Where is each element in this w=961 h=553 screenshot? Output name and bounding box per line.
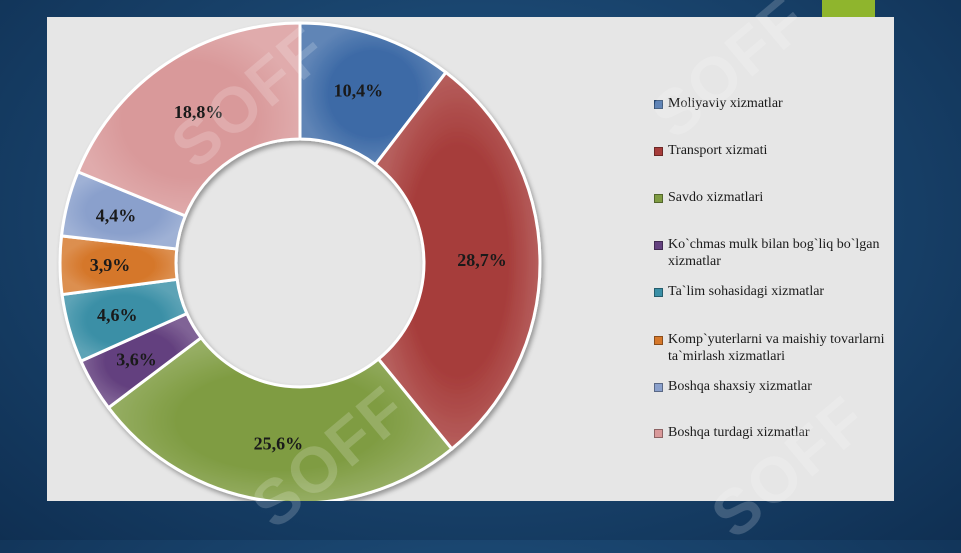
donut-chart: 10,4% 28,7% 25,6% 3,6% 4,6% 3,9% 4,4% 18,8%: [58, 21, 542, 501]
slice-highlight: [62, 279, 187, 362]
legend-label: Komp`yuterlarni va maishiy tovarlarni ta…: [668, 332, 885, 364]
legend-item: Savdo xizmatlari: [654, 189, 928, 206]
legend-label: Savdo xizmatlari: [668, 190, 764, 205]
legend-item: Ko`chmas mulk bilan bog`liq bo`lgan xizm…: [654, 236, 928, 270]
legend-item: Boshqa shaxsiy xizmatlar: [654, 378, 928, 395]
slice-label: 4,6%: [97, 305, 138, 325]
slice-highlight: [375, 72, 540, 449]
legend-swatch: [654, 147, 663, 156]
slice-label: 3,9%: [90, 255, 131, 275]
slice-label: 10,4%: [334, 81, 384, 101]
legend-swatch: [654, 383, 663, 392]
legend-swatch: [654, 100, 663, 109]
accent-bar: [822, 0, 875, 17]
legend-label: Ko`chmas mulk bilan bog`liq bo`lgan xizm…: [668, 237, 880, 269]
slice-highlight: [108, 337, 452, 501]
legend-label: Boshqa shaxsiy xizmatlar: [668, 379, 812, 394]
slice-label: 28,7%: [457, 250, 507, 270]
slice-label: 3,6%: [116, 350, 157, 370]
legend-item: Boshqa turdagi xizmatlar: [654, 424, 928, 441]
legend-label: Transport xizmati: [668, 143, 768, 158]
legend-label: Moliyaviy xizmatlar: [668, 96, 783, 111]
slice-label: 18,8%: [174, 102, 224, 122]
legend-label: Ta`lim sohasidagi xizmatlar: [668, 284, 825, 299]
legend-swatch: [654, 336, 663, 345]
legend-item: Moliyaviy xizmatlar: [654, 95, 928, 112]
legend-item: Komp`yuterlarni va maishiy tovarlarni ta…: [654, 331, 928, 365]
slice-highlight: [61, 171, 186, 250]
slice-highlight: [80, 313, 202, 408]
slice-label: 4,4%: [96, 206, 137, 226]
donut-slices: [58, 21, 542, 501]
slice-highlight: [300, 23, 446, 165]
legend-item: Ta`lim sohasidagi xizmatlar: [654, 283, 928, 300]
legend-label: Boshqa turdagi xizmatlar: [668, 425, 810, 440]
legend-item: Transport xizmati: [654, 142, 928, 159]
slice-highlight: [77, 23, 300, 216]
legend-swatch: [654, 241, 663, 250]
legend-swatch: [654, 194, 663, 203]
slice-label: 25,6%: [254, 434, 304, 454]
legend-swatch: [654, 288, 663, 297]
slice-labels: 10,4% 28,7% 25,6% 3,6% 4,6% 3,9% 4,4% 18,8%: [90, 81, 507, 454]
legend-swatch: [654, 429, 663, 438]
chart-panel: 10,4% 28,7% 25,6% 3,6% 4,6% 3,9% 4,4% 18,8% Mol…: [47, 17, 894, 501]
slice-highlight: [60, 235, 178, 295]
